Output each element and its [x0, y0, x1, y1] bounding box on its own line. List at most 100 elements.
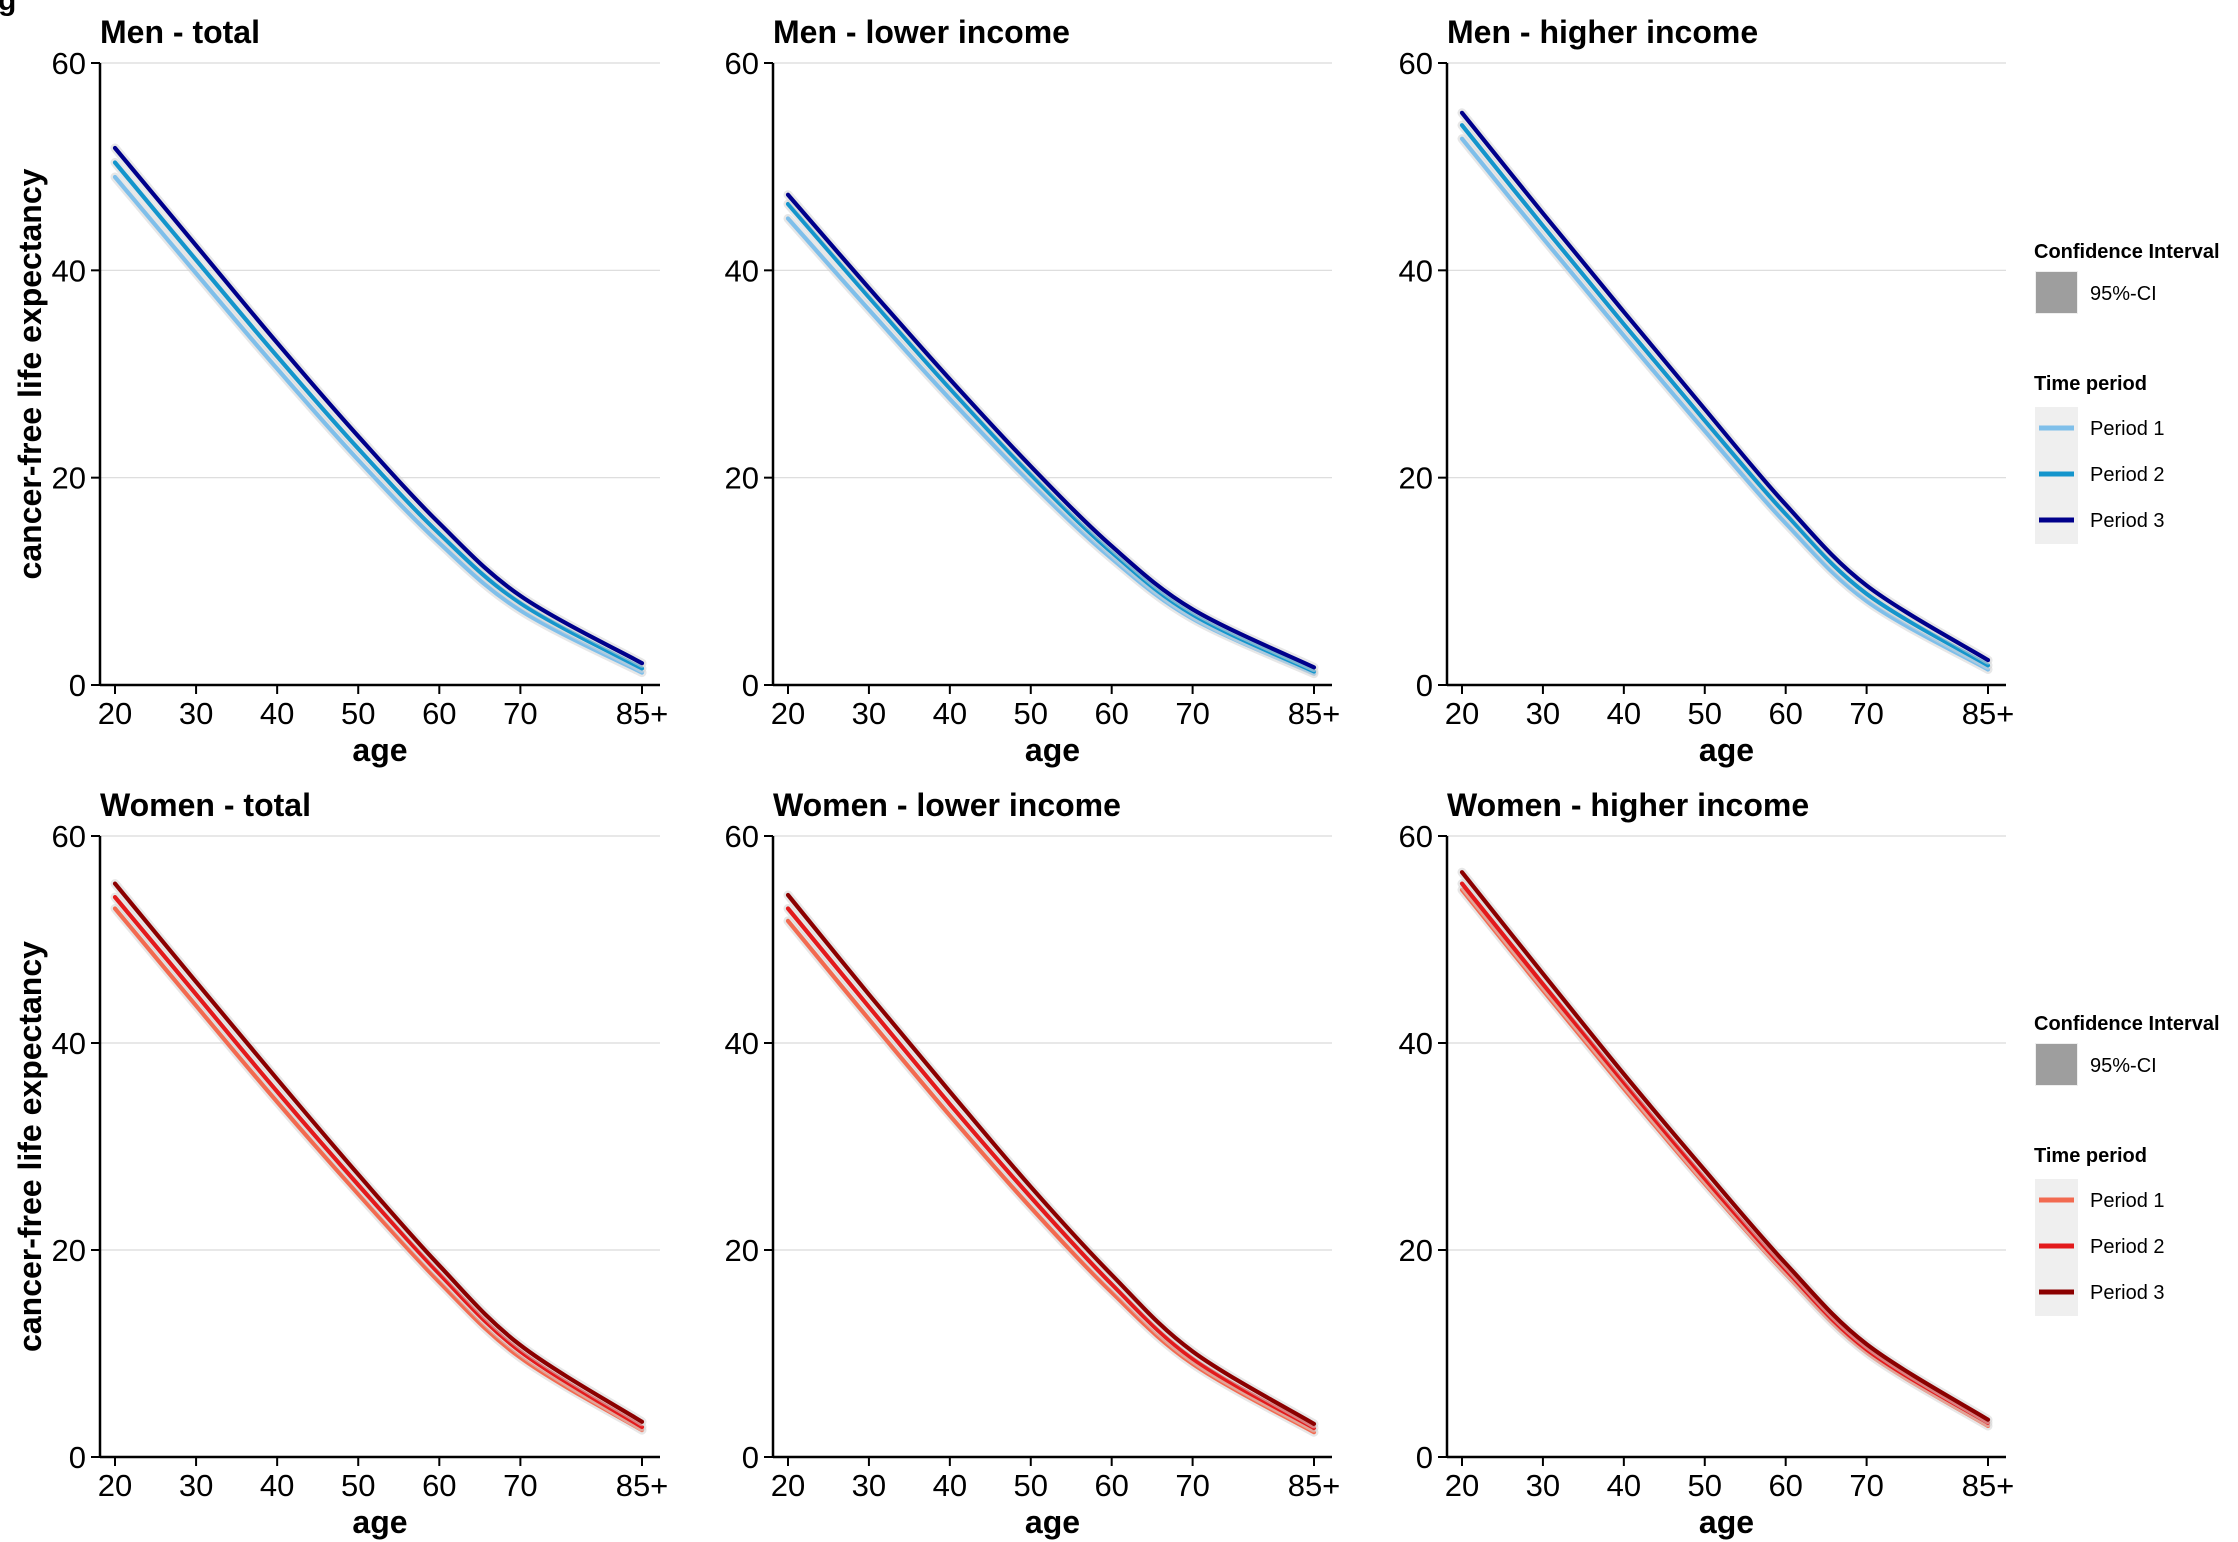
y-tick-label: 60: [725, 46, 759, 81]
x-tick-label: 70: [1849, 696, 1883, 731]
y-tick-label: 40: [1399, 253, 1433, 288]
panel-title: Men - lower income: [773, 14, 1070, 50]
x-tick-label: 60: [422, 1468, 456, 1503]
x-tick-label: 70: [1175, 696, 1209, 731]
y-tick-label: 20: [1399, 1233, 1433, 1268]
x-tick-label: 85+: [1288, 696, 1341, 731]
x-axis-label: age: [1699, 1504, 1754, 1540]
legend-period-3-label: Period 3: [2090, 510, 2165, 532]
figure-title-fragment: g: [0, 0, 16, 17]
y-tick-label: 40: [52, 1026, 86, 1061]
chart-panel-5: 0 20 40 60 20 30 40 50 60 70 85+ Women - lower inco…: [725, 787, 1341, 1540]
series-line-period-2: [112, 160, 645, 671]
x-tick-label: 20: [1445, 696, 1479, 731]
y-tick-label: 20: [1399, 461, 1433, 496]
x-tick-label: 60: [1094, 1468, 1128, 1503]
x-axis-label: age: [1025, 732, 1080, 768]
series-line-period-3: [112, 881, 645, 1424]
legend-period-title: Time period: [2034, 1145, 2147, 1167]
legend-period-title: Time period: [2034, 373, 2147, 395]
y-axis-label: cancer-free life expectancy: [12, 941, 48, 1352]
series-line-period-2: [112, 895, 645, 1430]
chart-panel-2: 0 20 40 60 20 30 40 50 60 70 85+ Men - lower income…: [725, 14, 1341, 768]
y-tick-label: 0: [742, 1440, 759, 1475]
x-tick-label: 60: [1094, 696, 1128, 731]
x-tick-label: 70: [503, 696, 537, 731]
legend-ci-label: 95%-CI: [2090, 1055, 2157, 1077]
x-tick-label: 50: [341, 696, 375, 731]
panel-title: Women - total: [100, 787, 311, 823]
series-line-period-2: [785, 906, 1317, 1431]
series-line-period-3: [785, 192, 1317, 670]
x-tick-label: 60: [1768, 696, 1802, 731]
panel-title: Women - lower income: [773, 787, 1121, 823]
series-line-period-3: [1459, 870, 1991, 1422]
x-tick-label: 20: [1445, 1468, 1479, 1503]
y-tick-label: 60: [1399, 819, 1433, 854]
legend-period-1-label: Period 1: [2090, 418, 2165, 440]
x-tick-label: 40: [933, 696, 967, 731]
legend-ci-swatch: [2036, 272, 2077, 313]
x-axis-label: age: [352, 732, 407, 768]
y-tick-label: 40: [725, 1026, 759, 1061]
series-line-period-2: [1459, 123, 1991, 668]
x-axis-label: age: [1025, 1504, 1080, 1540]
x-tick-label: 85+: [1962, 696, 2015, 731]
x-tick-label: 40: [1607, 696, 1641, 731]
y-tick-label: 20: [725, 1233, 759, 1268]
y-tick-label: 0: [1416, 668, 1433, 703]
x-tick-label: 50: [1014, 696, 1048, 731]
chart-panel-3: 0 20 40 60 20 30 40 50 60 70 85+ Men - higher incom…: [1399, 14, 2015, 768]
x-tick-label: 30: [1526, 1468, 1560, 1503]
x-tick-label: 40: [1607, 1468, 1641, 1503]
panel-title: Men - higher income: [1447, 14, 1758, 50]
series-line-period-1: [112, 174, 645, 675]
y-tick-label: 0: [69, 1440, 86, 1475]
series-line-period-3: [112, 145, 645, 666]
x-tick-label: 30: [1526, 696, 1560, 731]
y-tick-label: 20: [725, 461, 759, 496]
legend-ci-label: 95%-CI: [2090, 283, 2157, 305]
chart-panel-4: 0 20 40 60 20 30 40 50 60 70 85+ Women - total age ca…: [12, 787, 668, 1540]
x-tick-label: 20: [98, 696, 132, 731]
y-axis-label: cancer-free life expectancy: [12, 168, 48, 579]
panel-title: Men - total: [100, 14, 260, 50]
legend-ci-swatch: [2036, 1044, 2077, 1085]
legend-period-3-label: Period 3: [2090, 1282, 2165, 1304]
x-tick-label: 20: [98, 1468, 132, 1503]
x-tick-label: 70: [503, 1468, 537, 1503]
x-tick-label: 50: [1688, 1468, 1722, 1503]
x-tick-label: 85+: [616, 696, 669, 731]
y-tick-label: 60: [725, 819, 759, 854]
legend-women: Confidence Interval 95%-CI Time period Peri…: [2034, 1013, 2220, 1316]
x-axis-label: age: [352, 1504, 407, 1540]
chart-panel-6: 0 20 40 60 20 30 40 50 60 70 85+ Women - higher inc…: [1399, 787, 2015, 1540]
x-tick-label: 85+: [1288, 1468, 1341, 1503]
x-tick-label: 30: [852, 1468, 886, 1503]
panel-title: Women - higher income: [1447, 787, 1809, 823]
legend-period-2-label: Period 2: [2090, 1236, 2165, 1258]
legend-ci-title: Confidence Interval: [2034, 241, 2220, 263]
x-tick-label: 70: [1849, 1468, 1883, 1503]
x-tick-label: 60: [422, 696, 456, 731]
y-tick-label: 0: [1416, 1440, 1433, 1475]
legends-group: Confidence Interval 95%-CI Time period Peri…: [2034, 241, 2220, 1316]
legend-period-2-label: Period 2: [2090, 464, 2165, 486]
y-tick-label: 40: [1399, 1026, 1433, 1061]
legend-period-1-label: Period 1: [2090, 1190, 2165, 1212]
series-line-period-3: [1459, 110, 1991, 663]
y-tick-label: 40: [725, 253, 759, 288]
x-tick-label: 20: [771, 696, 805, 731]
x-tick-label: 85+: [616, 1468, 669, 1503]
series-line-period-3: [785, 892, 1317, 1426]
x-axis-label: age: [1699, 732, 1754, 768]
x-tick-label: 50: [341, 1468, 375, 1503]
legend-ci-title: Confidence Interval: [2034, 1013, 2220, 1035]
x-tick-label: 40: [260, 1468, 294, 1503]
y-tick-label: 60: [1399, 46, 1433, 81]
x-tick-label: 40: [933, 1468, 967, 1503]
y-tick-label: 20: [52, 461, 86, 496]
panels-group: 0 20 40 60 20 30 40 50 60 70 85+ Men - total age canc…: [12, 14, 2014, 1540]
x-tick-label: 60: [1768, 1468, 1802, 1503]
